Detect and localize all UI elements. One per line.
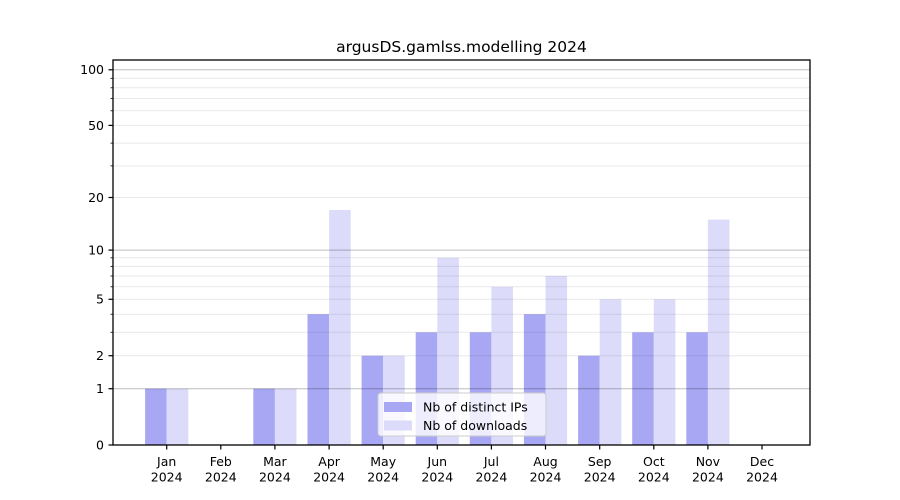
bar-nb-of-downloads-sep <box>599 299 622 445</box>
tick-labels-layer: 0125102050100Jan2024Feb2024Mar2024Apr202… <box>80 62 778 484</box>
x-tick-label-month-may: May <box>370 454 396 469</box>
bar-nb-of-downloads-oct <box>653 299 676 445</box>
x-tick-label-month-jul: Jul <box>483 454 499 469</box>
x-tick-label-year-may: 2024 <box>367 470 399 485</box>
legend-swatch-nb-of-distinct-ips <box>384 402 412 412</box>
bar-nb-of-distinct-ips-sep <box>578 355 600 445</box>
x-tick-label-year-apr: 2024 <box>313 470 345 485</box>
x-tick-label-year-jun: 2024 <box>421 470 453 485</box>
y-tick-label-50: 50 <box>88 118 104 133</box>
x-tick-label-year-dec: 2024 <box>746 470 778 485</box>
plot-border <box>112 59 811 446</box>
x-tick-label-year-oct: 2024 <box>638 470 670 485</box>
bar-nb-of-downloads-apr <box>329 210 351 445</box>
x-tick-label-month-nov: Nov <box>696 454 721 469</box>
x-tick-label-month-dec: Dec <box>750 454 774 469</box>
legend-swatch-nb-of-downloads <box>384 420 412 431</box>
x-tick-label-year-aug: 2024 <box>530 470 562 485</box>
x-tick-label-month-jan: Jan <box>156 454 176 469</box>
x-tick-label-month-jun: Jun <box>427 454 448 469</box>
legend-label-nb-of-downloads: Nb of downloads <box>423 418 527 433</box>
bar-nb-of-downloads-nov <box>707 219 730 445</box>
bar-nb-of-distinct-ips-oct <box>632 332 654 445</box>
y-tick-label-10: 10 <box>88 243 104 258</box>
x-tick-label-month-apr: Apr <box>318 454 340 469</box>
legend: Nb of distinct IPs Nb of downloads <box>377 392 547 437</box>
axes-spines <box>112 59 811 446</box>
grid-layer <box>113 69 810 390</box>
x-tick-label-month-aug: Aug <box>533 454 557 469</box>
bar-nb-of-distinct-ips-jan <box>145 388 167 445</box>
y-tick-label-0: 0 <box>96 437 104 452</box>
bar-nb-of-downloads-jan <box>166 388 189 445</box>
x-tick-label-year-jan: 2024 <box>151 470 183 485</box>
bar-nb-of-distinct-ips-apr <box>307 314 330 445</box>
x-tick-label-month-feb: Feb <box>210 454 232 469</box>
legend-box <box>377 392 547 437</box>
ticks-layer <box>108 69 763 450</box>
x-tick-label-month-sep: Sep <box>588 454 612 469</box>
legend-label-nb-of-distinct-ips: Nb of distinct IPs <box>423 400 528 415</box>
bar-nb-of-distinct-ips-mar <box>253 388 275 445</box>
x-tick-label-year-mar: 2024 <box>259 470 291 485</box>
bar-nb-of-distinct-ips-nov <box>686 332 708 445</box>
chart-title: argusDS.gamlss.modelling 2024 <box>336 38 587 56</box>
x-tick-label-year-nov: 2024 <box>692 470 724 485</box>
x-tick-label-year-sep: 2024 <box>584 470 616 485</box>
x-tick-label-month-oct: Oct <box>643 454 665 469</box>
y-tick-label-2: 2 <box>96 348 104 363</box>
y-tick-label-1: 1 <box>96 381 104 396</box>
y-tick-label-5: 5 <box>96 292 104 307</box>
x-tick-label-month-mar: Mar <box>263 454 287 469</box>
x-tick-label-year-jul: 2024 <box>475 470 507 485</box>
bar-nb-of-downloads-aug <box>545 276 568 445</box>
y-tick-label-100: 100 <box>80 62 104 77</box>
x-tick-label-year-feb: 2024 <box>205 470 237 485</box>
bar-nb-of-downloads-mar <box>274 388 297 445</box>
y-tick-label-20: 20 <box>88 190 104 205</box>
